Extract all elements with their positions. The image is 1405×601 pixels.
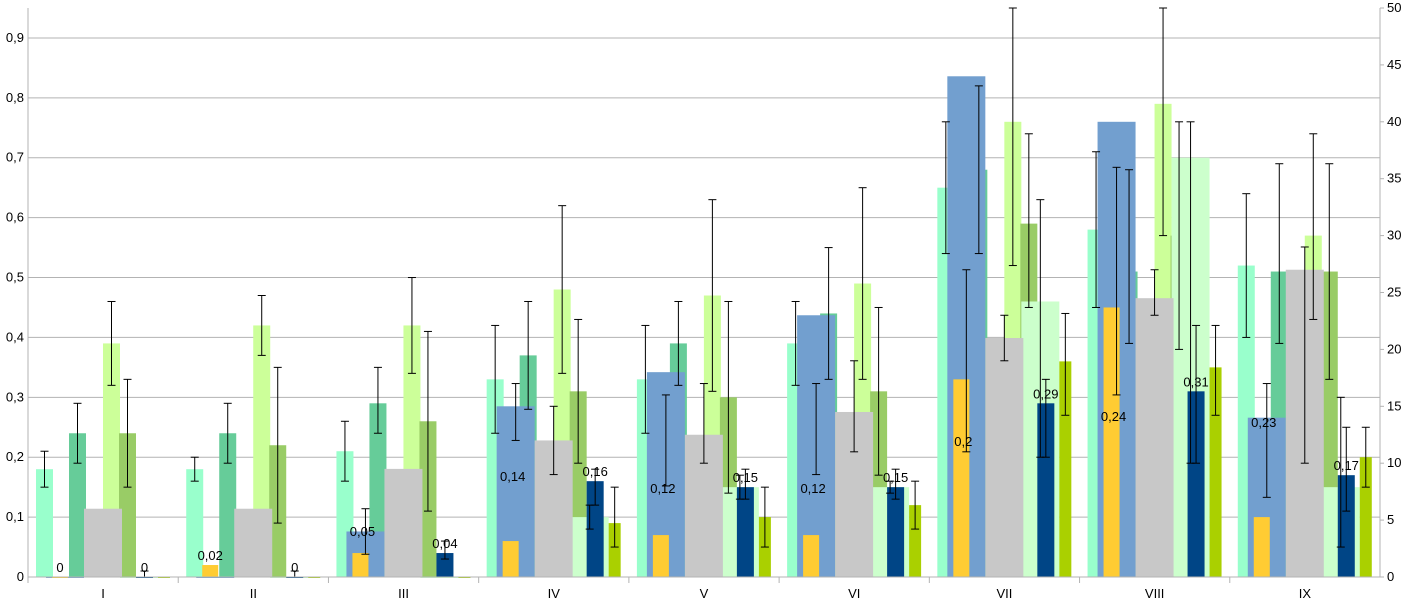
y-tick-label-left: 0,3 (6, 389, 24, 404)
bar (1103, 307, 1120, 577)
bar (202, 565, 219, 577)
data-label: 0 (291, 560, 298, 575)
bar (36, 469, 53, 577)
bar (909, 505, 922, 577)
y-tick-label-right: 0 (1387, 569, 1394, 584)
bar (69, 433, 86, 577)
bar (1337, 475, 1355, 577)
bar (186, 469, 204, 577)
data-label: 0 (56, 560, 63, 575)
bar (436, 553, 454, 577)
x-tick-label: V (700, 586, 709, 601)
y-tick-label-left: 0,2 (6, 449, 24, 464)
bar (1253, 517, 1270, 577)
y-tick-label-left: 0,5 (6, 270, 24, 285)
x-tick-label: III (398, 586, 409, 601)
bar (953, 379, 970, 577)
bar (1135, 298, 1174, 577)
data-label: 0,05 (350, 524, 375, 539)
y-tick-label-left: 0,1 (6, 509, 24, 524)
data-labels: 0 0,02 0 0 0,04 0,16 0,15 0,15 0,29 0,31 0,17 0,05 0… (56, 374, 1359, 575)
bar (736, 487, 754, 577)
data-label: 0,23 (1251, 415, 1276, 430)
bar (803, 535, 820, 577)
data-label: 0,2 (954, 434, 972, 449)
data-label: 0,12 (650, 481, 675, 496)
data-label: 0,31 (1183, 374, 1208, 389)
x-tick-label: IV (548, 586, 561, 601)
y-tick-label-right: 20 (1387, 341, 1401, 356)
data-label: 0,04 (432, 536, 457, 551)
bar (652, 535, 669, 577)
y-tick-label-right: 25 (1387, 285, 1401, 300)
y-tick-label-left: 0,6 (6, 210, 24, 225)
data-label: 0,02 (198, 548, 223, 563)
x-tick-label: VII (996, 586, 1012, 601)
y-tick-label-right: 50 (1387, 0, 1401, 15)
bar (985, 338, 1024, 577)
y-tick-label-right: 10 (1387, 455, 1401, 470)
bar (1037, 403, 1055, 577)
y-tick-label-left: 0,8 (6, 90, 24, 105)
data-label: 0,24 (1101, 409, 1126, 424)
data-label: 0,15 (883, 470, 908, 485)
data-label: 0 (141, 560, 148, 575)
y-tick-label-right: 35 (1387, 171, 1401, 186)
y-tick-label-right: 30 (1387, 228, 1401, 243)
data-label: 0,17 (1334, 458, 1359, 473)
x-tick-label: I (101, 586, 105, 601)
y-tick-label-right: 40 (1387, 114, 1401, 129)
data-label: 0,29 (1033, 386, 1058, 401)
x-tick-label: II (250, 586, 257, 601)
y-tick-label-left: 0,9 (6, 30, 24, 45)
data-label: 0,15 (733, 470, 758, 485)
x-tick-label: IX (1299, 586, 1312, 601)
bar-series (36, 76, 1372, 578)
data-label: 0,14 (500, 469, 525, 484)
y-tick-label-right: 15 (1387, 398, 1401, 413)
data-label: 0,12 (800, 481, 825, 496)
bar (84, 508, 122, 577)
y-tick-label-right: 5 (1387, 512, 1394, 527)
bar (384, 468, 423, 577)
bar (119, 433, 136, 577)
y-tick-label-left: 0,4 (6, 329, 24, 344)
bar (502, 541, 519, 577)
data-label: 0,16 (583, 464, 608, 479)
bar (887, 487, 905, 577)
error-bars (40, 7, 1370, 578)
y-tick-label-left: 0,7 (6, 150, 24, 165)
x-tick-label: VIII (1145, 586, 1165, 601)
bar (234, 508, 273, 577)
bar (352, 553, 369, 577)
bar (219, 433, 237, 577)
bar (1209, 367, 1222, 577)
x-tick-label: VI (848, 586, 860, 601)
bar (1187, 391, 1205, 577)
y-tick-label-right: 45 (1387, 57, 1401, 72)
bar (608, 523, 621, 577)
y-tick-label-left: 0 (17, 569, 24, 584)
axes: 0 0,1 0,2 0,3 0,4 0,5 0,6 0,7 0,8 0,9 0 5 10 15 20 25 30… (6, 0, 1402, 601)
